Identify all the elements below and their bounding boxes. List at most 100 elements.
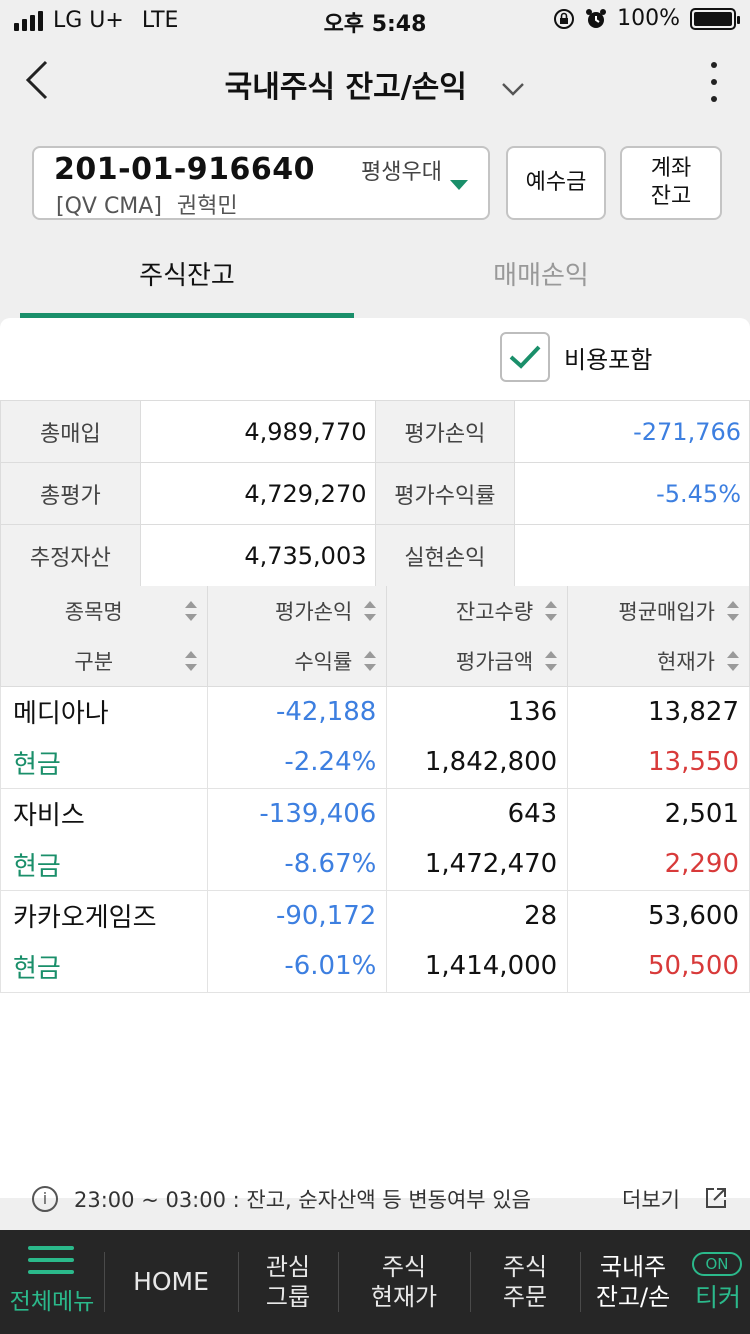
eval-pl-value: -271,766	[514, 400, 750, 463]
stock-eval-pl: -139,406	[206, 788, 388, 839]
sort-icon	[727, 651, 739, 671]
nav-all-menu[interactable]: 전체메뉴	[0, 1230, 104, 1334]
col-header-current-price[interactable]: 현재가	[567, 636, 750, 687]
sort-icon	[184, 651, 197, 671]
header-row: 종목명 평가손익 잔고수량 평균매입가	[0, 586, 750, 636]
account-balance-button[interactable]: 계좌 잔고	[620, 146, 722, 220]
signal-icon	[14, 10, 43, 31]
external-link-icon[interactable]	[704, 1186, 728, 1210]
stock-current-price: 50,500	[567, 941, 750, 993]
est-asset-value: 4,735,003	[139, 524, 376, 587]
total-buy-value: 4,989,770	[139, 400, 376, 463]
tab-trading-pl[interactable]: 매매손익	[493, 261, 589, 291]
col-header-label: 수익률	[294, 649, 353, 674]
hamburger-menu-icon	[28, 1246, 74, 1274]
total-eval-value: 4,729,270	[139, 462, 376, 525]
tab-stock-balance[interactable]: 주식잔고	[20, 244, 354, 318]
col-header-label: 평가금액	[455, 649, 534, 674]
stock-avg-price: 2,501	[567, 788, 750, 839]
stock-name: 카카오게임즈	[0, 890, 208, 941]
notice-text: 23:00 ~ 03:00 : 잔고, 순자산액 등 변동여부 있음	[74, 1188, 531, 1212]
bottom-nav: 전체메뉴 HOME 관심 그룹 주식 현재가 주식 주문 국내주 잔고/손 ON…	[0, 1230, 750, 1334]
table-row[interactable]: 자비스 -139,406 643 2,501	[0, 788, 750, 839]
stock-eval-amount: 1,414,000	[386, 941, 569, 993]
page-title-dropdown[interactable]: 국내주식 잔고/손익	[0, 62, 750, 106]
table-row[interactable]: 현금 -8.67% 1,472,470 2,290	[0, 839, 750, 891]
dropdown-triangle-icon	[450, 180, 468, 190]
balance-panel: 비용포함 총매입 4,989,770 평가손익 -271,766 총평가 4,7…	[0, 318, 750, 1198]
stock-name: 자비스	[0, 788, 208, 839]
stock-avg-price: 13,827	[567, 686, 750, 737]
alarm-icon	[586, 8, 607, 28]
table-row[interactable]: 메디아나 -42,188 136 13,827	[0, 686, 750, 737]
col-header-name[interactable]: 종목명	[0, 586, 208, 636]
info-icon: i	[32, 1186, 58, 1212]
stock-type: 현금	[0, 839, 208, 891]
nav-label: 현재가	[370, 1283, 438, 1311]
stock-qty: 643	[386, 788, 569, 839]
more-menu-button[interactable]	[708, 62, 720, 102]
rotation-lock-icon	[554, 8, 575, 29]
stock-return: -6.01%	[206, 941, 388, 993]
include-cost-label: 비용포함	[564, 345, 653, 374]
stock-qty: 136	[386, 686, 569, 737]
stock-avg-price: 53,600	[567, 890, 750, 941]
include-cost-toggle[interactable]: 비용포함	[500, 332, 652, 382]
sort-icon	[545, 651, 558, 671]
account-nickname: 평생우대	[361, 160, 442, 185]
nav-ticker[interactable]: 티커	[686, 1230, 750, 1334]
col-header-label: 평균매입가	[618, 600, 715, 624]
nav-label: 잔고/손	[595, 1283, 671, 1311]
stock-return: -8.67%	[206, 839, 388, 891]
battery-icon	[690, 7, 740, 30]
include-cost-checkbox[interactable]	[500, 332, 550, 382]
nav-stock-price[interactable]: 주식 현재가	[338, 1230, 470, 1334]
tab-bar: 주식잔고 매매손익	[20, 244, 708, 318]
header-row: 구분 수익률 평가금액 현재가	[0, 636, 750, 687]
eval-return-value: -5.45%	[514, 462, 750, 525]
status-bar: LG U+ LTE 오후 5:48 100%	[0, 0, 750, 40]
nav-stock-order[interactable]: 주식 주문	[470, 1230, 580, 1334]
table-row[interactable]: 카카오게임즈 -90,172 28 53,600	[0, 890, 750, 941]
nav-home[interactable]: HOME	[104, 1230, 238, 1334]
stock-qty: 28	[386, 890, 569, 941]
col-header-eval-pl[interactable]: 평가손익	[206, 586, 388, 636]
eval-return-label: 평가수익률	[374, 462, 516, 525]
nav-label: 전체메뉴	[9, 1289, 95, 1315]
table-row[interactable]: 현금 -6.01% 1,414,000 50,500	[0, 941, 750, 993]
col-header-label: 잔고수량	[455, 600, 534, 624]
sort-icon	[545, 601, 558, 621]
chevron-left-icon	[25, 60, 48, 100]
realized-pl-value	[514, 524, 750, 587]
col-header-eval-amount[interactable]: 평가금액	[386, 636, 569, 687]
stock-eval-pl: -90,172	[206, 890, 388, 941]
stock-type: 현금	[0, 737, 208, 789]
col-header-return[interactable]: 수익률	[206, 636, 388, 687]
nav-label: 주문	[502, 1283, 548, 1311]
nav-label: 주식	[502, 1253, 548, 1281]
account-selector[interactable]: 201-01-916640 평생우대 [QV CMA] 권혁민	[32, 146, 490, 220]
chevron-down-icon	[502, 82, 525, 96]
col-header-avg-price[interactable]: 평균매입가	[567, 586, 750, 636]
deposit-button[interactable]: 예수금	[506, 146, 606, 220]
nav-watch-group[interactable]: 관심 그룹	[238, 1230, 338, 1334]
est-asset-label: 추정자산	[0, 524, 141, 587]
nav-label: 그룹	[265, 1283, 311, 1311]
col-header-label: 평가손익	[275, 600, 353, 624]
summary-table: 총매입 4,989,770 평가손익 -271,766 총평가 4,729,27…	[0, 400, 750, 587]
nav-domestic-balance[interactable]: 국내주 잔고/손	[580, 1230, 686, 1334]
col-header-qty[interactable]: 잔고수량	[386, 586, 569, 636]
carrier: LG U+	[53, 8, 124, 33]
back-button[interactable]	[22, 58, 62, 108]
battery-percent: 100%	[617, 6, 680, 31]
notice-bar: i 23:00 ~ 03:00 : 잔고, 순자산액 등 변동여부 있음 더보기	[32, 1180, 732, 1220]
sort-icon	[184, 601, 197, 621]
stock-type: 현금	[0, 941, 208, 993]
ticker-on-badge[interactable]: ON	[692, 1252, 742, 1276]
col-header-type[interactable]: 구분	[0, 636, 208, 687]
stock-name: 메디아나	[0, 686, 208, 737]
more-link[interactable]: 더보기	[622, 1188, 680, 1212]
nav-label: 티커	[694, 1283, 741, 1312]
total-buy-label: 총매입	[0, 400, 141, 463]
table-row[interactable]: 현금 -2.24% 1,842,800 13,550	[0, 737, 750, 789]
